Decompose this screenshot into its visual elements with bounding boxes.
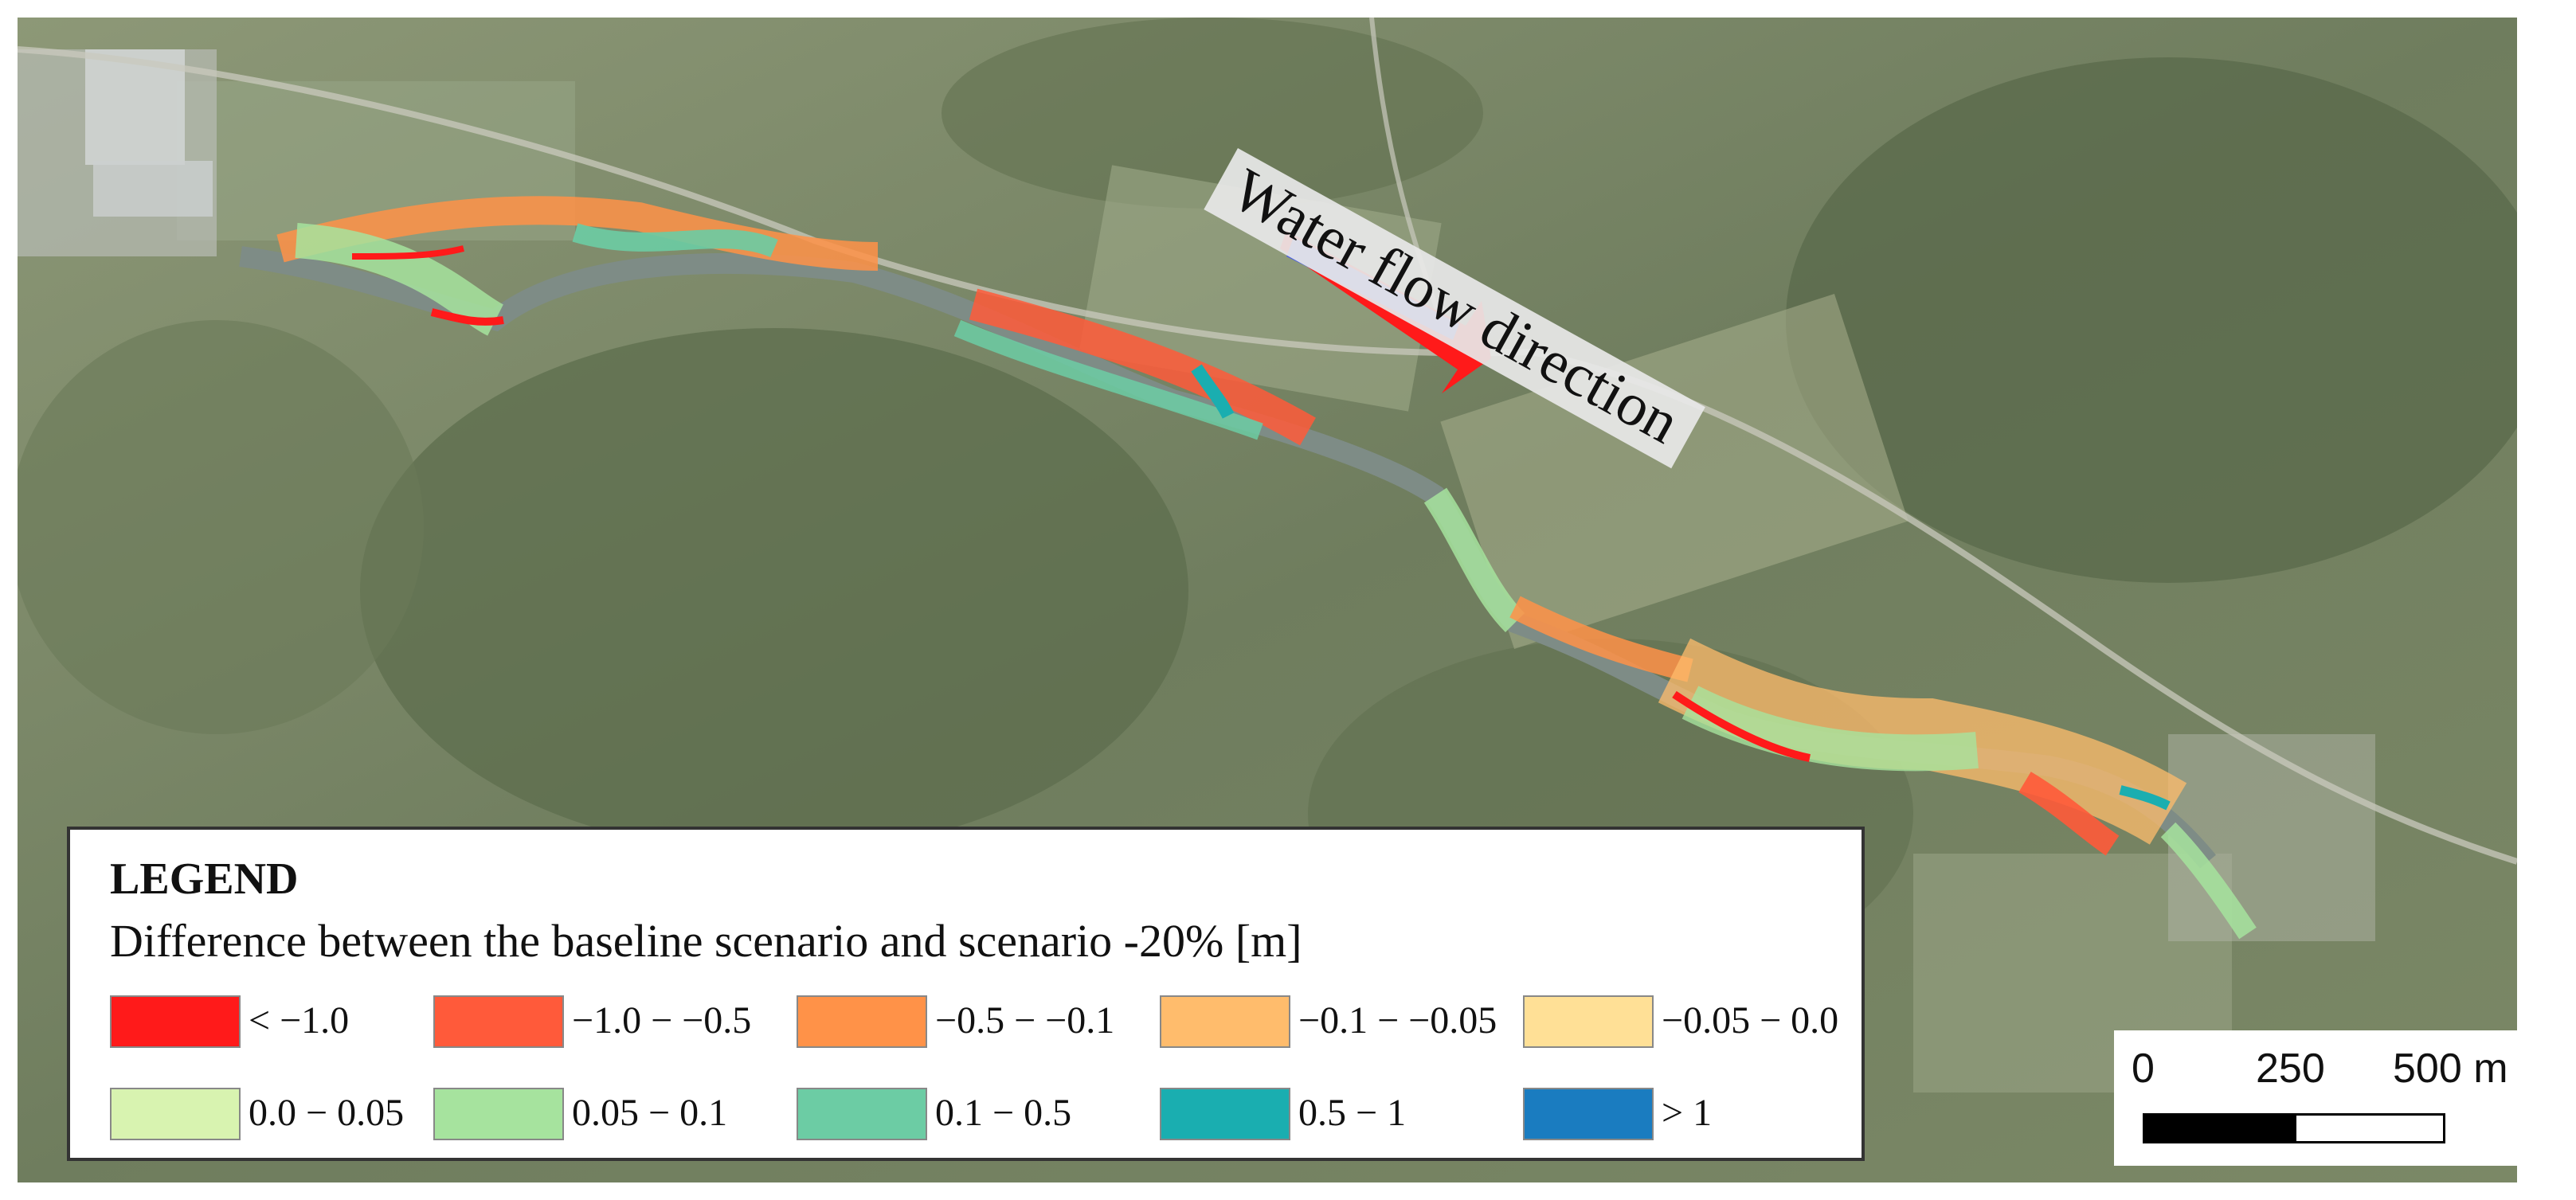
legend-swatch — [110, 995, 241, 1048]
scale-bar-black-segment — [2143, 1113, 2294, 1143]
legend-title: LEGEND — [110, 854, 299, 904]
map-frame: Water flow direction LEGEND Difference b… — [18, 18, 2517, 1182]
legend-swatch — [433, 995, 564, 1048]
legend-swatch — [110, 1088, 241, 1140]
legend-swatch — [433, 1088, 564, 1140]
legend-item-label: −1.0 − −0.5 — [572, 999, 752, 1042]
legend-swatch — [1160, 995, 1290, 1048]
legend-item-label: −0.1 − −0.05 — [1298, 999, 1497, 1042]
scale-bar-white-segment — [2294, 1113, 2445, 1143]
scale-label-end: 500 m — [2393, 1046, 2508, 1092]
legend-item-label: −0.5 − −0.1 — [935, 999, 1115, 1042]
legend-item-label: 0.1 − 0.5 — [935, 1092, 1072, 1134]
legend-item-label: 0.5 − 1 — [1298, 1092, 1407, 1134]
legend-panel: LEGEND Difference between the baseline s… — [67, 827, 1865, 1161]
scale-bar: 0 250 500 m — [2114, 1030, 2517, 1166]
scale-label-mid: 250 — [2256, 1046, 2325, 1092]
legend-swatch — [1160, 1088, 1290, 1140]
legend-item-label: < −1.0 — [249, 999, 350, 1042]
legend-item-label: −0.05 − 0.0 — [1662, 999, 1839, 1042]
legend-swatch — [1523, 1088, 1654, 1140]
legend-subtitle: Difference between the baseline scenario… — [110, 915, 1302, 967]
legend-swatch — [797, 1088, 927, 1140]
legend-swatch — [1523, 995, 1654, 1048]
legend-swatch — [797, 995, 927, 1048]
scale-label-zero: 0 — [2132, 1046, 2155, 1092]
legend-item-label: 0.05 − 0.1 — [572, 1092, 728, 1134]
legend-item-label: 0.0 − 0.05 — [249, 1092, 405, 1134]
legend-item-label: > 1 — [1662, 1092, 1713, 1134]
